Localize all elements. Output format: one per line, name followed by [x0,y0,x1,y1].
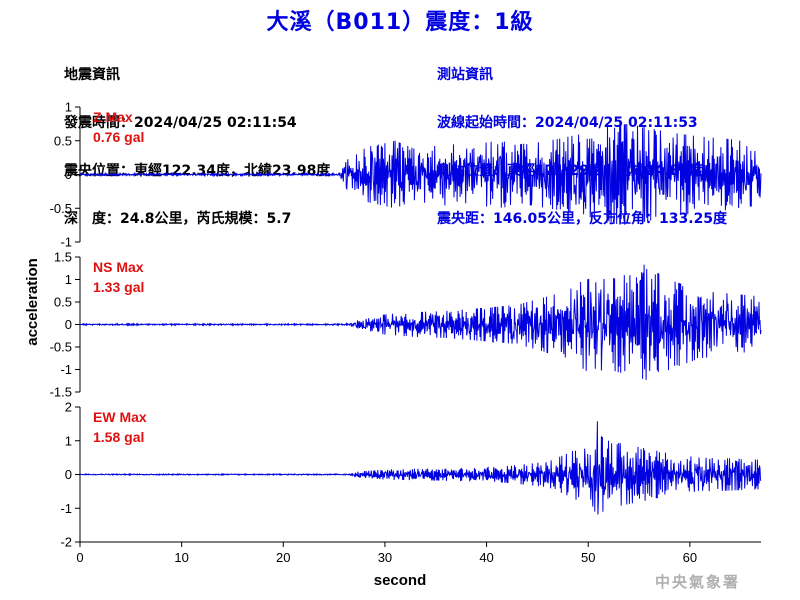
y-tick-label: 0.5 [54,133,72,148]
y-tick-label: -1 [60,235,72,250]
earthquake-info-heading: 地震資訊 [64,67,120,83]
y-tick-label: -2 [60,535,72,550]
x-tick-label: 60 [683,550,697,565]
x-tick-label: 0 [76,550,83,565]
y-tick-label: 0 [65,467,72,482]
x-tick-label: 10 [174,550,188,565]
x-tick-label: 20 [276,550,290,565]
x-tick-label: 30 [378,550,392,565]
station-info-heading: 測站資訊 [437,67,493,83]
depth-magnitude: 深 度：24.8公里，芮氏規模：5.7 [64,211,292,227]
y-tick-label: -1 [60,362,72,377]
max-label-ew: EW Max [93,409,147,425]
max-value-ew: 1.58 gal [93,429,144,445]
earthquake-info: 地震資訊 發震時間：2024/04/25 02:11:54 震央位置：東經122… [64,35,330,243]
y-tick-label: -1.5 [50,385,72,400]
x-tick-label: 50 [581,550,595,565]
max-value-z: 0.76 gal [93,129,144,145]
x-tick-label: 40 [479,550,493,565]
wave-start-time: 波線起始時間：2024/04/25 02:11:53 [437,115,698,131]
y-axis-label: acceleration [24,258,41,346]
waveform-z [79,123,762,225]
y-tick-label: -0.5 [50,340,72,355]
max-label-z: Z Max [93,109,133,125]
y-tick-label: 2 [65,400,72,415]
y-tick-label: 1 [65,433,72,448]
y-tick-label: 1 [65,272,72,287]
y-tick-label: 1 [65,100,72,115]
waveform-ns [79,264,762,380]
max-value-ns: 1.33 gal [93,279,144,295]
y-tick-label: -1 [60,501,72,516]
y-tick-label: 0.5 [54,295,72,310]
waveform-ew [79,421,762,515]
y-tick-label: -0.5 [50,201,72,216]
epicentral-distance: 震央距：146.05公里，反方位角：133.25度 [437,211,728,227]
x-axis-label: second [374,572,427,589]
max-label-ns: NS Max [93,259,144,275]
y-tick-label: 0 [65,167,72,182]
agency-watermark: 中央氣象署 [655,573,741,591]
chart-title: 大溪（B011）震度：1級 [266,10,534,35]
y-tick-label: 0 [65,317,72,332]
origin-time: 發震時間：2024/04/25 02:11:54 [64,115,297,131]
y-tick-label: 1.5 [54,250,72,265]
